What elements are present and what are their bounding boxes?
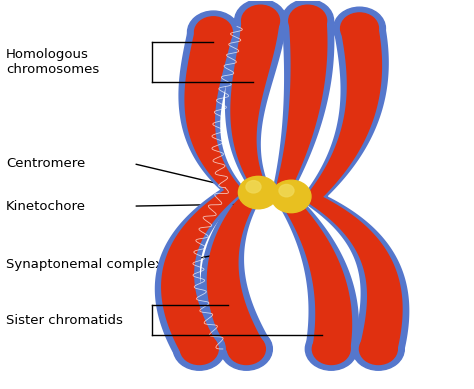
Circle shape [334,7,385,50]
Circle shape [194,17,232,48]
Circle shape [282,0,334,42]
Circle shape [246,180,261,193]
Circle shape [279,184,294,197]
Circle shape [272,180,311,213]
Polygon shape [303,25,410,353]
Circle shape [235,0,286,42]
Circle shape [359,333,397,364]
Polygon shape [201,19,286,358]
Circle shape [353,328,404,370]
Polygon shape [272,19,359,352]
Circle shape [312,333,350,364]
Polygon shape [207,19,279,356]
Polygon shape [305,26,402,352]
Circle shape [181,333,218,364]
Text: Sister chromatids: Sister chromatids [6,314,123,326]
Circle shape [289,5,327,36]
Polygon shape [274,20,352,351]
Polygon shape [161,30,242,356]
Circle shape [305,328,357,370]
Circle shape [228,333,265,364]
Text: Synaptonemal complex: Synaptonemal complex [6,258,163,270]
Text: Kinetochore: Kinetochore [6,200,86,212]
Polygon shape [155,29,245,358]
Circle shape [188,11,239,54]
Circle shape [242,5,280,36]
Text: Centromere: Centromere [6,157,85,170]
Circle shape [220,328,273,370]
Circle shape [238,176,278,209]
Circle shape [173,328,225,370]
Circle shape [341,13,378,44]
Text: Homologous
chromosomes: Homologous chromosomes [6,48,100,76]
